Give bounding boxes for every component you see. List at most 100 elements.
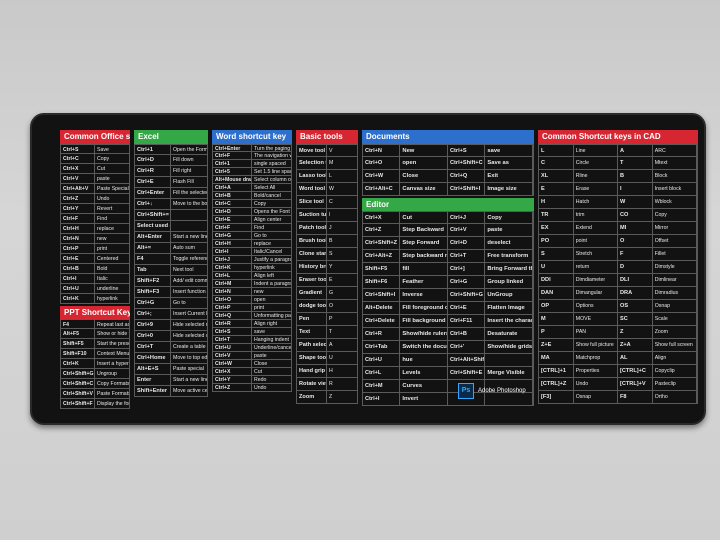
shortcut-action: Insert a hyperlink	[97, 361, 129, 367]
shortcut-action: new	[97, 236, 107, 242]
shortcut-row: L Line A ARC	[538, 144, 698, 157]
shortcut-action: save	[254, 329, 265, 335]
shortcut-key: Ctrl+5	[213, 168, 252, 175]
shortcut-action: Step Backward	[400, 224, 448, 236]
panel-title: Basic tools	[296, 130, 358, 144]
shortcut-action: Fill foreground color	[400, 302, 448, 314]
shortcut-action: Start a new line	[173, 377, 207, 383]
shortcut-action: Bold/cancel	[254, 193, 281, 199]
shortcut-action: Rline	[574, 170, 618, 182]
shortcut-action: Properties	[574, 365, 618, 377]
shortcut-key: Ctrl+R	[363, 328, 401, 340]
shortcut-row: Ctrl+X Cut	[60, 164, 130, 174]
shortcut-key: Ctrl+Z	[363, 224, 401, 236]
shortcut-action: Flatten Image	[485, 302, 533, 314]
shortcut-key: [F3]	[539, 391, 574, 403]
shortcut-row: PO point O Offset	[538, 235, 698, 248]
shortcut-row: Ctrl+B Bold	[60, 264, 130, 274]
shortcut-row: C Circle T Mtext	[538, 157, 698, 170]
shortcut-action: Paste Special	[97, 186, 129, 192]
shortcut-action: Repeat last action	[97, 322, 129, 328]
shortcut-action: Save as	[485, 157, 533, 169]
shortcut-action: Underline/cancel	[254, 345, 291, 351]
shortcut-action: G	[329, 290, 334, 296]
shortcut-action: return	[574, 261, 618, 273]
shortcut-row: Alt+E+S Paste special	[134, 364, 208, 375]
shortcut-key: TR	[539, 209, 574, 221]
shortcut-row: Ctrl+U Underline/cancel	[212, 344, 292, 352]
shortcut-key: Ctrl+T	[135, 342, 171, 352]
shortcut-action: Open the Format Cells dialog box	[173, 147, 207, 153]
shortcut-row: Ctrl+T Create a table	[134, 342, 208, 353]
shortcut-row: Ctrl+G Go to	[134, 298, 208, 309]
shortcut-key: Shift+F2	[135, 276, 171, 286]
shortcut-row: Ctrl+M Curves	[362, 380, 534, 393]
shortcut-key: Hand grip	[297, 365, 327, 377]
shortcut-key: Ctrl+V	[448, 224, 486, 236]
shortcut-key: Ctrl+S	[213, 328, 252, 335]
shortcut-action: S	[329, 251, 333, 257]
shortcut-action: Revert	[97, 206, 113, 212]
shortcut-action	[485, 354, 533, 366]
shortcut-action: save	[485, 145, 533, 156]
shortcut-key: Eraser tool	[297, 274, 327, 286]
shortcut-row: Zoom Z	[296, 391, 358, 404]
shortcut-action: Unformatting paragraph	[254, 313, 291, 319]
shortcut-key: Ctrl+G	[213, 232, 252, 239]
shortcut-key: Ctrl+E	[448, 302, 486, 314]
shortcut-key: Ctrl+Shift+I	[448, 183, 486, 195]
shortcut-action: The navigation window	[254, 153, 291, 159]
shortcut-key: Z	[618, 326, 653, 338]
shortcut-key: Ctrl+F	[213, 152, 252, 159]
shortcut-action: Insert block	[653, 183, 697, 195]
shortcut-row: Patch tool J	[296, 222, 358, 235]
shortcut-row: Ctrl+Z Step Backward Ctrl+V paste	[362, 224, 534, 237]
shortcut-key: Ctrl+G	[448, 276, 486, 288]
shortcut-action: underline	[97, 286, 119, 292]
shortcut-key: Ctrl+X	[363, 212, 401, 223]
shortcut-action: Step Forward	[400, 237, 448, 249]
shortcut-row: Ctrl+O open	[212, 296, 292, 304]
shortcut-key: Ctrl+Shift+Z	[363, 237, 401, 249]
shortcut-key: Ctrl+N	[213, 288, 252, 295]
shortcut-action: UnGroup	[485, 289, 533, 301]
shortcut-key: Path selection tool	[297, 339, 327, 351]
shortcut-row: [F3] Osnap F8 Ortho	[538, 391, 698, 404]
shortcut-key: P	[539, 326, 574, 338]
shortcut-table: Ctrl+N New Ctrl+S save Ctrl+O open Ctrl+Shift+…	[362, 144, 534, 196]
shortcut-action: Show full picture	[574, 339, 618, 351]
shortcut-key: Ctrl+Shift+C	[448, 157, 486, 169]
shortcut-action: Turn the paging	[254, 146, 291, 151]
shortcut-action	[171, 221, 207, 231]
shortcut-action: Bold	[97, 266, 108, 272]
shortcut-key: Enter	[135, 375, 171, 385]
shortcut-action: Osnap	[653, 300, 697, 312]
shortcut-action: open	[254, 297, 266, 303]
shortcut-key: Ctrl+Alt+V	[61, 184, 95, 193]
shortcut-row: Ctrl+O open Ctrl+Shift+C Save as	[362, 157, 534, 170]
shortcut-action: Select column of text	[254, 177, 291, 183]
shortcut-key: Text	[297, 326, 327, 338]
shortcut-row: Ctrl+Z Undo	[60, 194, 130, 204]
shortcut-key: Ctrl+D	[448, 237, 486, 249]
shortcut-row: Ctrl+A Select All	[212, 184, 292, 192]
shortcut-key: DRA	[618, 287, 653, 299]
shortcut-action: Circle	[574, 157, 618, 169]
shortcut-key: MA	[539, 352, 574, 364]
shortcut-action: Move active cell up to selection	[173, 388, 207, 394]
shortcut-key: [CTRL]+Z	[539, 378, 574, 390]
shortcut-row: Ctrl+L Align left	[212, 272, 292, 280]
shortcut-key: Ctrl+F11	[448, 315, 486, 327]
shortcut-action: Free transform	[485, 250, 533, 262]
shortcut-key: Ctrl+Shift+G	[448, 289, 486, 301]
shortcut-action: Step backward more	[400, 250, 448, 262]
